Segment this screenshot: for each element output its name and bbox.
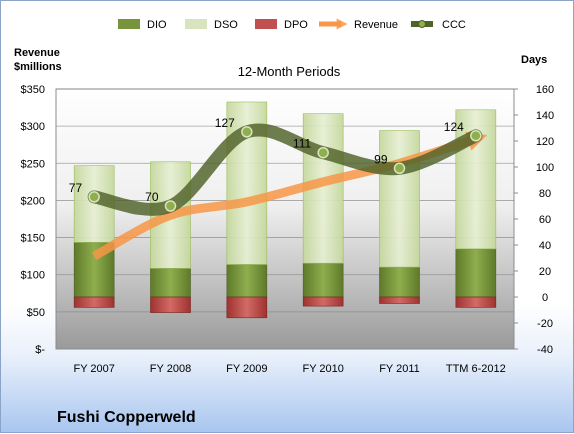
bar-dpo	[150, 296, 191, 313]
legend-ccc-label: CCC	[442, 19, 466, 31]
left-tick-label: $250	[21, 158, 45, 170]
bar-dpo	[73, 296, 115, 308]
bar-dio	[226, 264, 268, 298]
right-tick-label: 120	[536, 136, 554, 148]
bar-dpo	[302, 296, 344, 307]
left-tick-label: $300	[21, 121, 45, 133]
bar-dio	[379, 266, 420, 298]
ccc-line	[87, 123, 483, 216]
gridlines	[56, 88, 514, 313]
ccc-data-label: 124	[444, 120, 464, 134]
right-tick-label: 0	[542, 292, 548, 304]
company-name: Fushi Copperweld	[57, 409, 196, 426]
left-tick-label: $100	[21, 270, 45, 282]
bar-dio	[455, 248, 497, 298]
bar-dpo	[226, 296, 268, 319]
ccc-data-labels: 77 70 127 111 99 124	[69, 116, 464, 204]
legend-dio-label: DIO	[147, 19, 167, 31]
ccc-marker	[393, 162, 406, 175]
legend-dpo-label: DPO	[284, 19, 308, 31]
right-tick-label: 40	[539, 240, 551, 252]
left-tick-label: $50	[27, 307, 45, 319]
ccc-marker	[164, 200, 177, 212]
legend-revenue-label: Revenue	[354, 19, 398, 31]
legend-dpo-swatch	[255, 19, 277, 29]
category-tick-label: FY 2007	[73, 363, 114, 375]
ccc-data-label: 111	[293, 137, 312, 151]
left-axis-title-line2: $millions	[14, 61, 62, 73]
right-tick-label: 140	[536, 110, 554, 122]
left-axis-ticks: $- $50 $100 $150 $200 $250 $300 $350	[21, 84, 57, 356]
right-axis-ticks: -40 -20 0 20 40 60 80 100 120 140 160	[514, 84, 554, 356]
ccc-marker	[241, 126, 253, 138]
category-tick-label: FY 2010	[302, 363, 343, 375]
ccc-data-label: 70	[145, 190, 159, 204]
left-tick-label: $350	[21, 84, 45, 96]
ccc-series	[87, 123, 483, 216]
legend: DIO DSO DPO Revenue CCC	[118, 18, 466, 31]
ccc-marker	[317, 146, 329, 159]
category-tick-label: FY 2011	[379, 363, 420, 375]
right-tick-label: 60	[539, 214, 551, 226]
ccc-data-label: 99	[374, 152, 388, 166]
category-tick-label: TTM 6-2012	[446, 363, 506, 375]
ccc-data-label: 77	[69, 181, 83, 195]
right-tick-label: 100	[536, 162, 554, 174]
ccc-data-label: 127	[215, 116, 235, 130]
left-axis-title-line1: Revenue	[14, 47, 60, 59]
revenue-point	[246, 201, 247, 202]
category-tick-label: FY 2008	[150, 363, 191, 375]
revenue-point	[170, 215, 171, 216]
left-tick-label: $200	[21, 195, 45, 207]
ccc-marker	[88, 191, 100, 203]
bar-dpo	[455, 296, 497, 308]
left-tick-label: $-	[35, 344, 45, 356]
right-tick-label: 80	[539, 188, 551, 200]
bar-dso	[379, 130, 420, 268]
legend-dso-label: DSO	[214, 19, 238, 31]
legend-dio-swatch	[118, 19, 140, 29]
right-axis-title: Days	[521, 54, 547, 66]
bar-dio	[302, 262, 344, 298]
revenue-point	[94, 256, 95, 257]
bar-dpo	[379, 296, 420, 304]
right-tick-label: -20	[537, 318, 553, 330]
legend-ccc-marker-icon	[418, 20, 426, 28]
chart-subtitle: 12-Month Periods	[238, 64, 341, 79]
right-tick-label: 20	[539, 266, 551, 278]
right-tick-label: 160	[536, 84, 554, 96]
left-tick-label: $150	[21, 233, 45, 245]
category-tick-label: FY 2009	[226, 363, 267, 375]
revenue-point	[323, 181, 324, 182]
bar-dio	[150, 268, 191, 298]
right-tick-label: -40	[537, 344, 553, 356]
ccc-marker	[470, 130, 482, 142]
category-axis-ticks: FY 2007 FY 2008 FY 2009 FY 2010 FY 2011 TTM 6…	[73, 363, 505, 375]
legend-dso-swatch	[185, 19, 207, 29]
